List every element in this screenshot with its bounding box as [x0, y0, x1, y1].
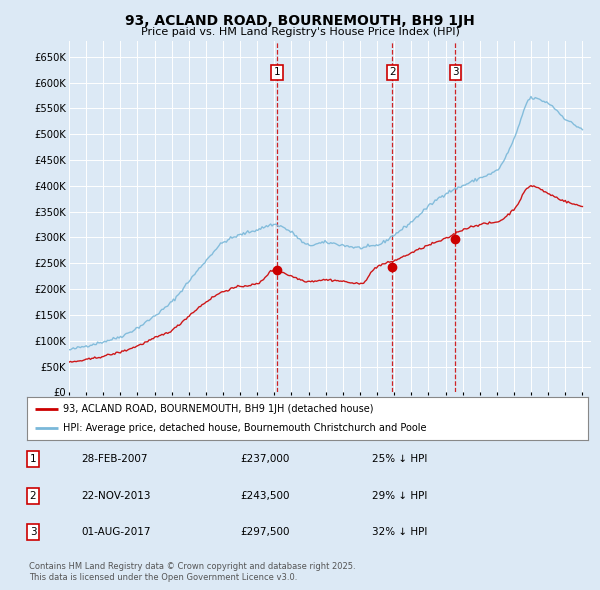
- Text: 22-NOV-2013: 22-NOV-2013: [81, 491, 151, 500]
- Text: 1: 1: [274, 67, 280, 77]
- Text: Contains HM Land Registry data © Crown copyright and database right 2025.: Contains HM Land Registry data © Crown c…: [29, 562, 355, 571]
- Text: 93, ACLAND ROAD, BOURNEMOUTH, BH9 1JH (detached house): 93, ACLAND ROAD, BOURNEMOUTH, BH9 1JH (d…: [64, 404, 374, 414]
- Text: 3: 3: [452, 67, 459, 77]
- Text: 28-FEB-2007: 28-FEB-2007: [81, 454, 148, 464]
- Text: Price paid vs. HM Land Registry's House Price Index (HPI): Price paid vs. HM Land Registry's House …: [140, 28, 460, 37]
- Text: £243,500: £243,500: [240, 491, 290, 500]
- Text: 3: 3: [29, 527, 37, 537]
- Text: 2: 2: [29, 491, 37, 500]
- Text: 1: 1: [29, 454, 37, 464]
- Text: 25% ↓ HPI: 25% ↓ HPI: [372, 454, 427, 464]
- Text: £297,500: £297,500: [240, 527, 290, 537]
- Text: 2: 2: [389, 67, 396, 77]
- Text: 01-AUG-2017: 01-AUG-2017: [81, 527, 151, 537]
- Text: This data is licensed under the Open Government Licence v3.0.: This data is licensed under the Open Gov…: [29, 572, 297, 582]
- Text: £237,000: £237,000: [240, 454, 289, 464]
- Text: 93, ACLAND ROAD, BOURNEMOUTH, BH9 1JH: 93, ACLAND ROAD, BOURNEMOUTH, BH9 1JH: [125, 14, 475, 28]
- Text: 32% ↓ HPI: 32% ↓ HPI: [372, 527, 427, 537]
- Text: HPI: Average price, detached house, Bournemouth Christchurch and Poole: HPI: Average price, detached house, Bour…: [64, 423, 427, 433]
- Text: 29% ↓ HPI: 29% ↓ HPI: [372, 491, 427, 500]
